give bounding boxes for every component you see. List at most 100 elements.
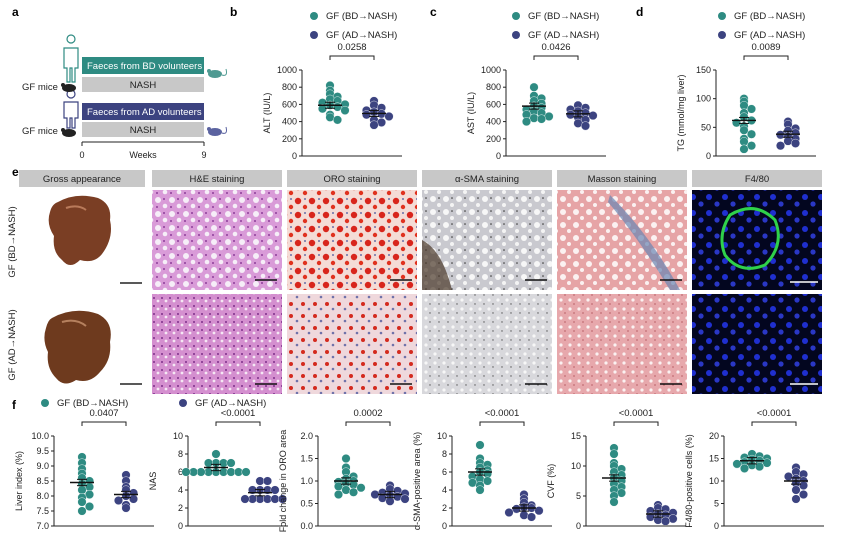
data-point [468,478,478,488]
y-tick-label: 2 [178,503,183,513]
nash-label-2: NASH [130,125,157,136]
data-point [755,462,765,472]
y-tick-label: 7.5 [36,506,49,516]
y-tick-label: 5 [714,499,719,509]
y-axis-label: NAS [148,472,158,491]
panel-label-d: d [636,5,643,19]
header-masson [557,170,687,187]
y-tick-label: 10 [709,476,719,486]
data-point [475,485,485,495]
header-gross-label: Gross appearance [43,174,121,185]
weeks-end: 9 [201,150,206,160]
data-point [512,504,522,514]
data-point [334,490,344,500]
significance-bracket [743,55,789,60]
header-sma [422,170,552,187]
data-point [747,129,757,139]
data-point [740,463,750,473]
y-tick-label: 400 [282,117,297,127]
y-tick-label: 0 [442,521,447,531]
data-point [385,496,395,506]
y-tick-label: 10 [437,431,447,441]
legend-ad-marker [179,399,187,407]
y-tick-label: 100 [696,94,711,104]
y-tick-label: 0.0 [300,521,313,531]
data-point [799,481,809,491]
chart-ast: 0 200 400 600 800 1000 AST (IU/L) 0.0426 [466,42,606,161]
p-value-label: 0.0002 [353,408,382,419]
weeks-label: Weeks [129,150,157,160]
y-tick-label: 4 [178,485,183,495]
data-point [529,113,539,123]
legend-bd-marker [718,12,726,20]
row-label-bd: GF (BD→NASH) [7,206,18,277]
p-value-label: 0.0407 [89,408,118,419]
legend-b: GF (BD→NASH) GF (AD→NASH) [310,11,397,41]
data-point [534,506,544,516]
p-value-label: <0.0001 [757,408,792,419]
y-tick-label: 200 [486,134,501,144]
oro-image-bd [287,190,417,290]
y-tick-label: 9.5 [36,446,49,456]
y-tick-label: 10.0 [31,431,49,441]
data-point [181,467,191,477]
data-point [609,497,619,507]
p-value-label: <0.0001 [221,408,256,419]
y-tick-label: 5 [576,491,581,501]
legend-bd-marker [512,12,520,20]
data-point [203,458,213,468]
data-point [240,494,250,504]
chart-tg: 0 50 100 150 TG (mmol/mg liver) 0.0089 [676,42,816,161]
liver-image-ad [44,310,142,385]
data-point [504,508,514,518]
legend-f: GF (BD→NASH) GF (AD→NASH) [41,398,266,409]
data-point [333,115,343,125]
y-tick-label: 8.0 [36,491,49,501]
data-point [241,467,251,477]
data-point [791,138,801,148]
y-tick-label: 200 [282,134,297,144]
legend-bd-label: GF (BD→NASH) [734,11,805,22]
significance-bracket [533,55,579,60]
header-gross [19,170,145,187]
y-tick-label: 10 [173,431,183,441]
oro-image-ad [287,294,417,394]
mouse-icon [61,83,76,92]
y-tick-label: 0 [576,521,581,531]
data-point [747,141,757,151]
y-axis-label: F4/80-positive cells (%) [684,434,694,528]
data-point [588,111,598,121]
legend-ad-marker [718,31,726,39]
data-point [668,514,678,524]
y-tick-label: 8 [178,449,183,459]
y-tick-label: 1000 [481,65,501,75]
data-point [84,502,94,512]
data-point [544,111,554,121]
mouse-icon [207,68,227,78]
data-point [211,449,221,459]
y-tick-label: 15 [571,431,581,441]
header-f480-label: F4/80 [745,174,769,185]
y-tick-label: 0.5 [300,499,313,509]
data-point [278,494,288,504]
panel-label-e: e [12,165,19,179]
data-point [732,459,742,469]
data-point [762,458,772,468]
mouse-icon [61,128,76,137]
legend-bd-label: GF (BD→NASH) [57,398,128,409]
f480-image-bd [692,190,822,290]
p-value-label: 0.0258 [337,42,366,53]
y-tick-label: 7.0 [36,521,49,531]
data-point [739,125,749,135]
masson-image-ad [557,294,687,394]
y-tick-label: 800 [486,82,501,92]
y-tick-label: 6 [442,467,447,477]
data-point [566,110,576,120]
y-axis-label: Liver index (%) [14,451,24,511]
data-point [341,485,351,495]
legend-bd-label: GF (BD→NASH) [528,11,599,22]
data-point [128,494,138,504]
panel-label-f: f [12,398,17,412]
data-point [400,494,410,504]
